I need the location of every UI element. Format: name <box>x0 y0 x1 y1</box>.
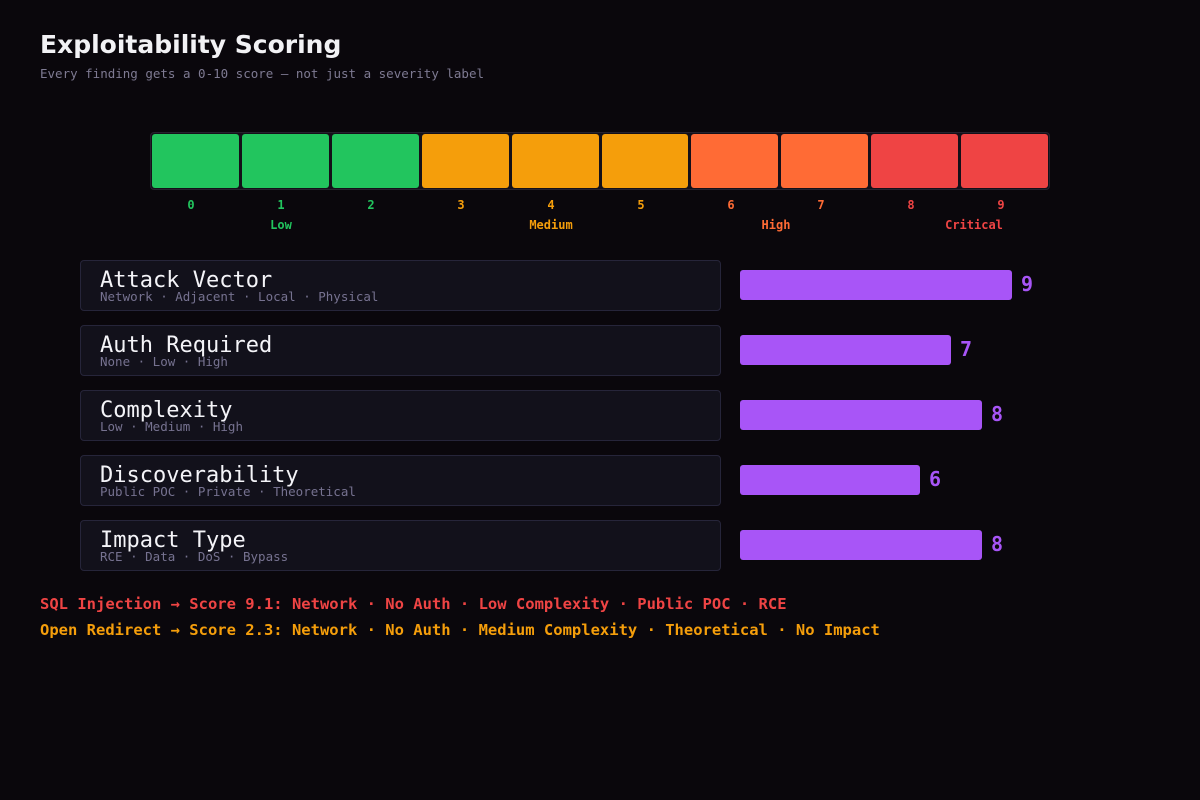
factor-options: None · Low · High <box>100 354 228 369</box>
factor-options: Public POC · Private · Theoretical <box>100 484 356 499</box>
scale-number-9: 9 <box>997 198 1005 212</box>
example-line: Open Redirect → Score 2.3: Network · No … <box>40 621 880 639</box>
factor-options: Low · Medium · High <box>100 419 243 434</box>
scale-number-3: 3 <box>457 198 465 212</box>
scale-number-8: 8 <box>907 198 915 212</box>
factor-name: Impact Type <box>100 528 246 553</box>
scale-cell-2 <box>331 134 419 188</box>
score-value-auth-required: 7 <box>960 337 973 361</box>
scale-number-6: 6 <box>727 198 735 212</box>
score-bar-discoverability <box>740 465 920 495</box>
factor-card-discoverability: Discoverability Public POC · Private · Th… <box>80 455 721 506</box>
band-label-medium: Medium <box>529 218 573 232</box>
scale-cell-5 <box>601 134 689 188</box>
scale-cell-3 <box>421 134 509 188</box>
factor-options: Network · Adjacent · Local · Physical <box>100 289 379 304</box>
score-value-complexity: 8 <box>991 402 1004 426</box>
scale-number-4: 4 <box>547 198 555 212</box>
scale-number-7: 7 <box>817 198 825 212</box>
factor-name: Auth Required <box>100 333 273 358</box>
scale-number-5: 5 <box>637 198 645 212</box>
band-label-high: High <box>761 218 791 232</box>
severity-scale-numbers: 0 1 2 3 4 5 6 7 8 9 <box>146 198 1046 212</box>
scale-cell-9 <box>961 134 1049 188</box>
score-bar-auth-required <box>740 335 951 365</box>
factor-options: RCE · Data · DoS · Bypass <box>100 549 289 564</box>
factor-card-complexity: Complexity Low · Medium · High <box>80 390 721 441</box>
scale-number-1: 1 <box>277 198 285 212</box>
severity-scale-bar <box>150 132 1050 190</box>
scale-number-0: 0 <box>187 198 195 212</box>
factor-name: Complexity <box>100 398 233 423</box>
factor-name: Attack Vector <box>100 268 273 293</box>
factor-card-attack-vector: Attack Vector Network · Adjacent · Local … <box>80 260 721 311</box>
band-label-critical: Critical <box>945 218 1003 232</box>
example-line: SQL Injection → Score 9.1: Network · No … <box>40 595 787 613</box>
scale-cell-8 <box>871 134 959 188</box>
scale-cell-1 <box>241 134 329 188</box>
factor-name: Discoverability <box>100 463 299 488</box>
score-bar-complexity <box>740 400 982 430</box>
factor-card-impact-type: Impact Type RCE · Data · DoS · Bypass <box>80 520 721 571</box>
score-value-discoverability: 6 <box>929 467 942 491</box>
scale-cell-4 <box>511 134 599 188</box>
score-value-impact-type: 8 <box>991 532 1004 556</box>
page-title: Exploitability Scoring <box>40 30 342 59</box>
band-label-low: Low <box>270 218 292 232</box>
scale-cell-0 <box>152 134 239 188</box>
scale-number-2: 2 <box>367 198 375 212</box>
score-bar-attack-vector <box>740 270 1012 300</box>
scale-cell-7 <box>781 134 869 188</box>
factor-card-auth-required: Auth Required None · Low · High <box>80 325 721 376</box>
score-value-attack-vector: 9 <box>1021 272 1034 296</box>
score-bar-impact-type <box>740 530 982 560</box>
page-subtitle: Every finding gets a 0-10 score — not ju… <box>40 66 485 81</box>
scale-cell-6 <box>691 134 779 188</box>
